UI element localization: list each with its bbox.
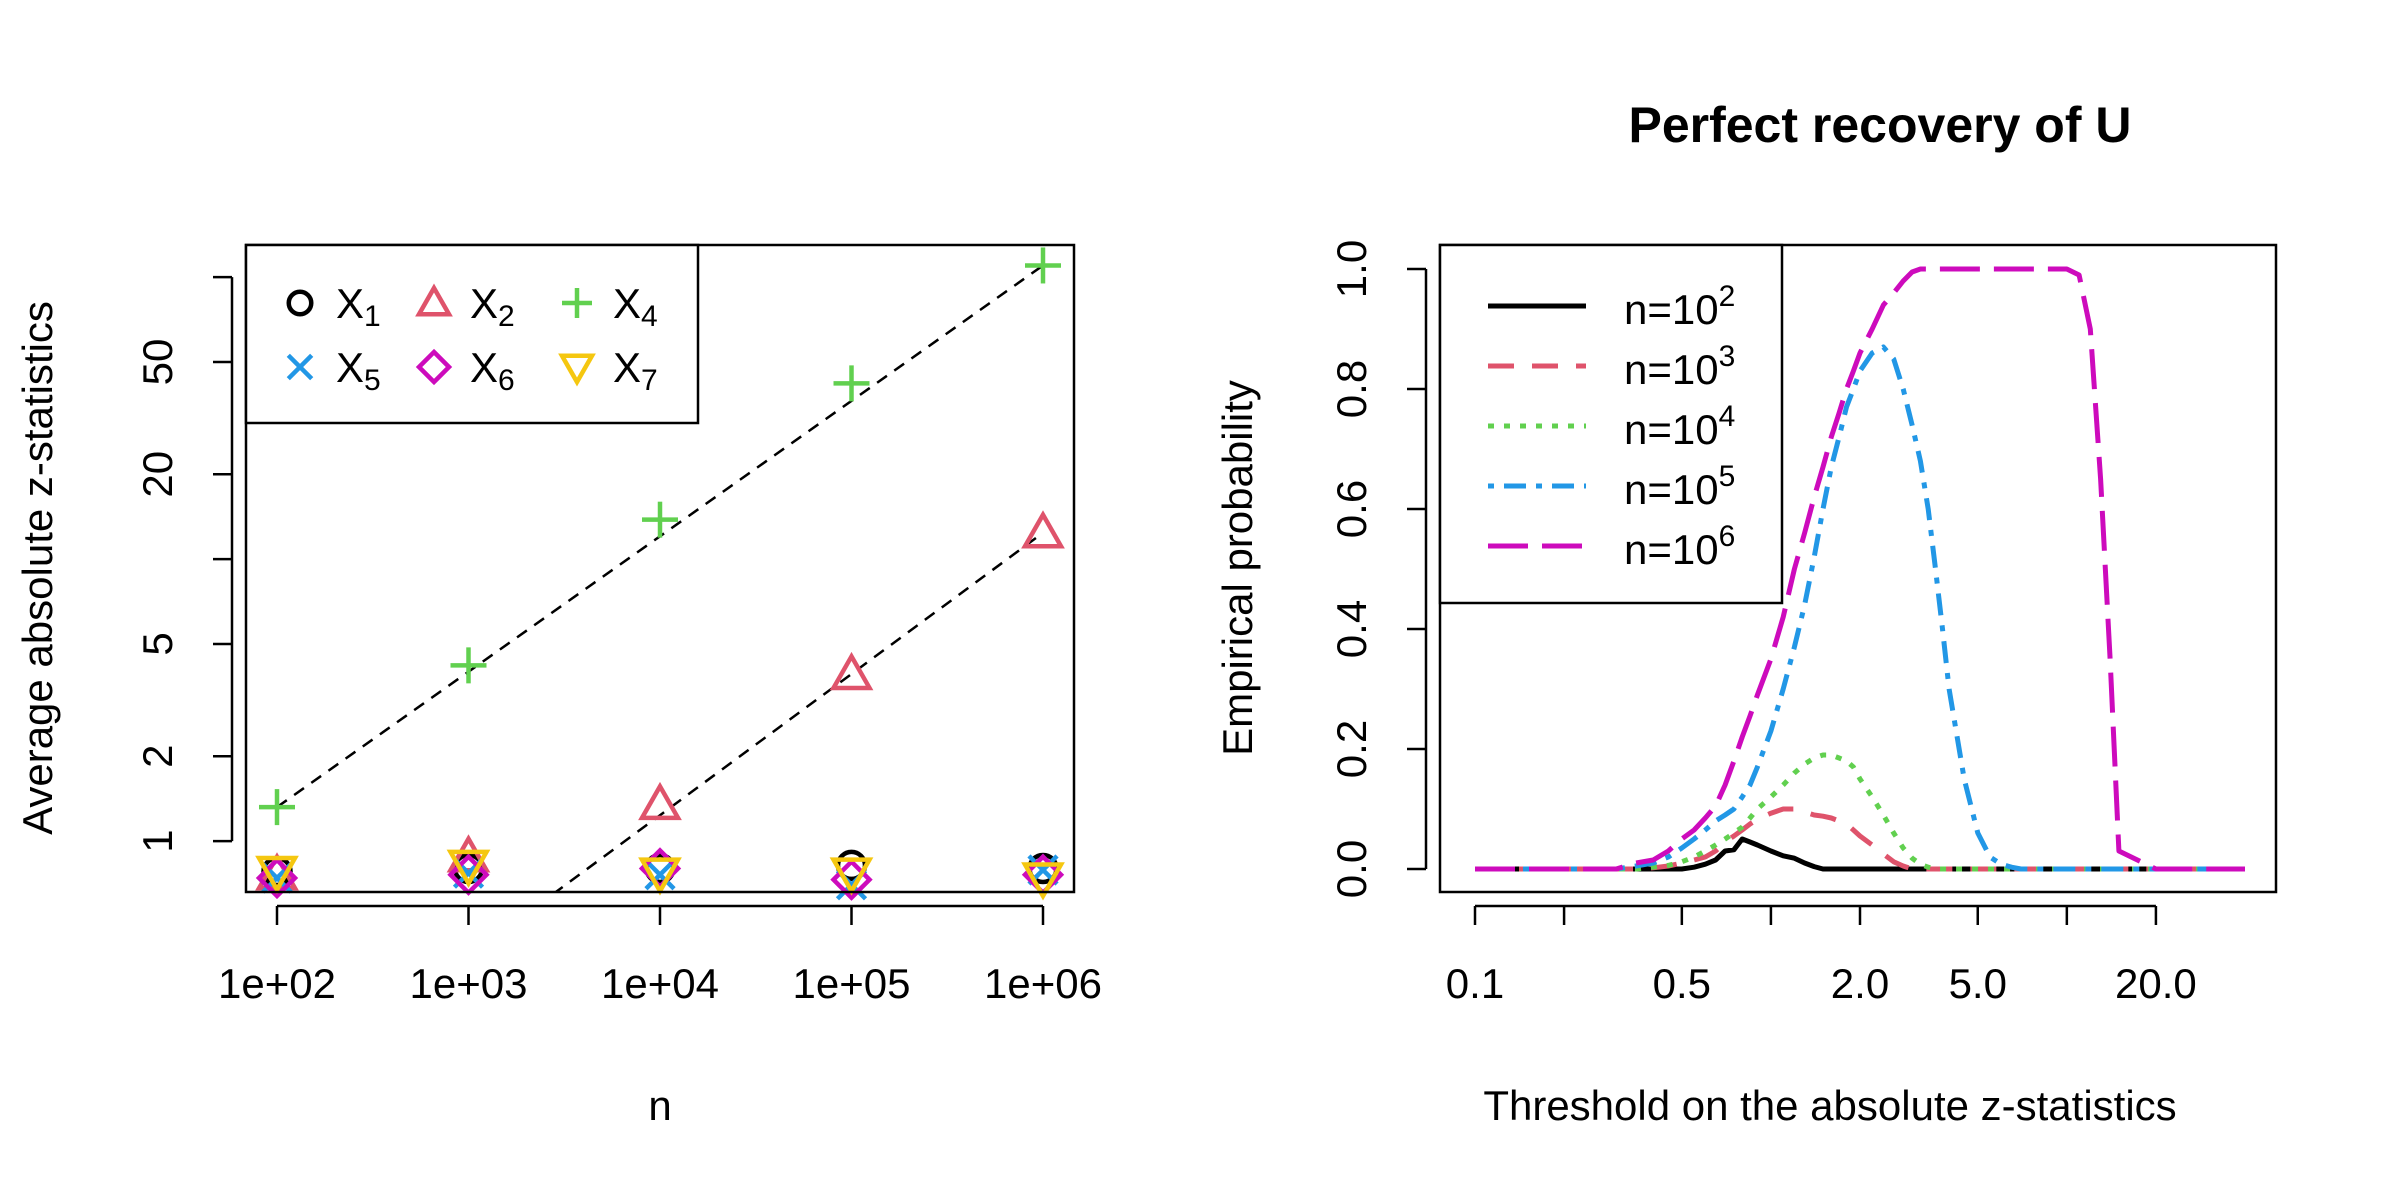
point-X5-1e+04-b — [644, 859, 676, 891]
series-line-n10e5 — [1475, 344, 2245, 872]
point-X2-1e+04 — [638, 781, 682, 821]
point-X5-1e+04 — [644, 859, 676, 891]
right-y-tick-label: 0.2 — [1328, 720, 1375, 778]
point-X4-1e+05 — [833, 365, 870, 402]
left-x-axis: 1e+02 1e+03 1e+04 1e+05 1e+06 — [218, 904, 1102, 1007]
point-X4-1e+02 — [259, 789, 295, 826]
legend-label-n10e2: n=102 — [1624, 280, 1735, 333]
right-x-tick-label: 2.0 — [1831, 960, 1889, 1007]
reference-line-2 — [553, 531, 1044, 892]
left-x-tick-label: 1e+06 — [984, 960, 1102, 1007]
right-y-tick-label: 0.8 — [1328, 360, 1375, 418]
legend-symbol-X2 — [415, 283, 453, 317]
left-x-tick-label: 1e+02 — [218, 960, 336, 1007]
right-x-axis-title: Threshold on the absolute z-statistics — [1483, 1082, 2176, 1129]
right-x-axis: 0.1 0.5 2.0 5.0 20.0 — [1446, 904, 2197, 1007]
left-x-tick-label: 1e+05 — [793, 960, 911, 1007]
legend-symbol-X4 — [562, 288, 592, 318]
left-y-axis-title: Average absolute z-statistics — [14, 301, 61, 835]
legend-symbol-X7 — [558, 353, 596, 387]
right-y-tick-label: 0.0 — [1328, 840, 1375, 898]
legend-label-n10e6: n=106 — [1624, 520, 1735, 573]
series-line-n10e3 — [1475, 806, 2245, 872]
right-x-tick-label: 20.0 — [2115, 960, 2197, 1007]
legend-label-n10e5: n=105 — [1624, 460, 1735, 513]
legend-symbol-X6 — [415, 348, 453, 386]
point-X7-1e+05 — [829, 857, 874, 896]
right-x-tick-label: 0.1 — [1446, 960, 1504, 1007]
left-x-axis-title: n — [648, 1082, 671, 1129]
point-X7-1e+06 — [1021, 862, 1065, 901]
left-y-tick-label: 5 — [134, 632, 181, 655]
right-x-tick-label: 0.5 — [1653, 960, 1711, 1007]
left-x-tick-label: 1e+04 — [601, 960, 719, 1007]
point-X2-1e+05 — [829, 651, 874, 691]
point-X7-1e+02 — [255, 855, 299, 895]
right-y-tick-label: 0.4 — [1328, 600, 1375, 658]
series-line-n10e4 — [1475, 752, 2245, 872]
legend-label-n10e4: n=104 — [1624, 400, 1735, 453]
left-x-tick-label: 1e+03 — [410, 960, 528, 1007]
series-line-n10e6 — [1475, 266, 2245, 872]
right-panel: Perfect recovery of U 0.1 0.5 2.0 5.0 20.0 0… — [1214, 97, 2278, 1129]
point-X2-1e+06 — [1021, 510, 1065, 549]
legend-symbol-X1 — [286, 289, 314, 317]
right-chart-title: Perfect recovery of U — [1628, 97, 2131, 153]
legend-symbol-X5-b — [286, 353, 314, 381]
point-X7-1e+03 — [446, 849, 491, 888]
legend-label-X2: X2 — [470, 280, 515, 333]
right-y-axis: 0.0 0.2 0.4 0.6 0.8 1.0 — [1328, 240, 1428, 898]
left-legend-box — [244, 243, 700, 425]
left-y-axis: 1 2 5 20 50 — [134, 275, 234, 853]
point-X4-1e+06 — [1025, 247, 1061, 284]
right-y-axis-title: Empirical probability — [1214, 380, 1261, 756]
legend-symbol-X5 — [286, 353, 314, 381]
legend-label-n10e3: n=103 — [1624, 340, 1735, 393]
point-X4-1e+04 — [642, 501, 678, 538]
left-y-tick-label: 20 — [134, 451, 181, 498]
point-X6-1e+04 — [638, 847, 682, 890]
left-y-tick-label: 2 — [134, 745, 181, 768]
left-data-points — [255, 247, 1065, 901]
right-y-tick-label: 0.6 — [1328, 480, 1375, 538]
point-X4-1e+03 — [450, 647, 487, 684]
left-panel: 1e+02 1e+03 1e+04 1e+05 1e+06 1 2 5 20 50 n Aver… — [14, 243, 1102, 1129]
right-y-tick-label: 1.0 — [1328, 240, 1375, 298]
point-X7-1e+04 — [638, 857, 682, 896]
right-legend: n=102 n=103 n=104 n=105 n=106 — [1438, 243, 1784, 605]
left-y-tick-label: 50 — [134, 339, 181, 386]
right-x-tick-label: 5.0 — [1949, 960, 2007, 1007]
right-series-lines — [1475, 266, 2245, 872]
left-y-tick-label: 1 — [134, 829, 181, 852]
